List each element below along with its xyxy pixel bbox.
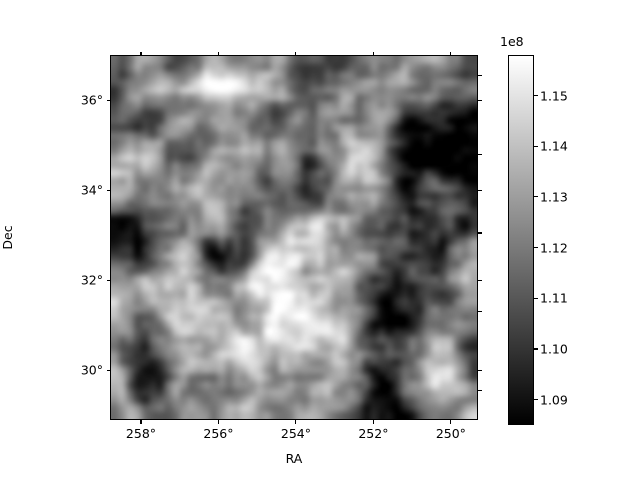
x-tick-top-0: [140, 51, 142, 55]
y-tick-right-2: [478, 189, 482, 191]
x-tick-top-1: [217, 51, 219, 55]
x-tick-1: [217, 420, 219, 424]
x-ticklabel-3: 252°: [358, 426, 389, 441]
y-tick-2: [106, 189, 110, 191]
colorbar-tick-3: [534, 247, 538, 249]
y-axis-label: Dec: [0, 225, 15, 250]
y-minor-tick-right-1: [478, 311, 482, 313]
y-minor-tick-right-2: [478, 232, 482, 234]
colorbar-tick-2: [534, 196, 538, 198]
colorbar-tick-5: [534, 348, 538, 350]
y-tick-right-3: [478, 99, 482, 101]
heatmap-axes[interactable]: [110, 55, 478, 420]
colorbar-ticklabel-1: 1.14: [540, 138, 568, 154]
y-minor-tick-right-0: [478, 390, 482, 392]
colorbar-tick-6: [534, 399, 538, 401]
x-tick-top-2: [295, 51, 297, 55]
x-axis-label: RA: [285, 451, 303, 466]
y-minor-tick-right-3: [478, 153, 482, 155]
x-tick-3: [372, 420, 374, 424]
x-ticklabel-2: 254°: [280, 426, 311, 441]
y-tick-3: [106, 99, 110, 101]
x-tick-top-4: [450, 51, 452, 55]
x-tick-2: [295, 420, 297, 424]
colorbar-ticklabel-2: 1.13: [540, 189, 568, 205]
x-ticklabel-0: 258°: [125, 426, 157, 441]
y-tick-0: [106, 369, 110, 371]
colorbar-ticklabel-6: 1.09: [540, 392, 568, 408]
colorbar-tick-0: [534, 94, 538, 97]
x-ticklabel-4: 250°: [435, 426, 466, 441]
y-tick-1: [106, 279, 110, 281]
y-ticklabel-1: 32°: [80, 272, 103, 288]
colorbar[interactable]: [508, 55, 534, 425]
colorbar-ticklabel-4: 1.11: [540, 290, 568, 306]
x-ticklabel-1: 256°: [203, 426, 234, 441]
colorbar-ticklabel-0: 1.15: [540, 88, 568, 104]
colorbar-tick-1: [534, 145, 538, 147]
x-tick-0: [140, 420, 142, 424]
x-tick-4: [450, 420, 452, 424]
colorbar-ticklabel-3: 1.12: [540, 240, 568, 256]
heatmap-image: [111, 56, 477, 419]
y-ticklabel-3: 36°: [80, 92, 103, 108]
colorbar-ticklabel-5: 1.10: [540, 341, 568, 357]
y-ticklabel-2: 34°: [80, 182, 103, 198]
y-ticklabel-0: 30°: [80, 362, 103, 378]
y-tick-right-0: [478, 369, 482, 371]
y-tick-right-1: [478, 279, 482, 281]
colorbar-tick-4: [534, 297, 538, 299]
x-tick-top-3: [372, 51, 374, 55]
colorbar-offset-text: 1e8: [500, 34, 524, 49]
y-minor-tick-right-4: [478, 74, 482, 76]
